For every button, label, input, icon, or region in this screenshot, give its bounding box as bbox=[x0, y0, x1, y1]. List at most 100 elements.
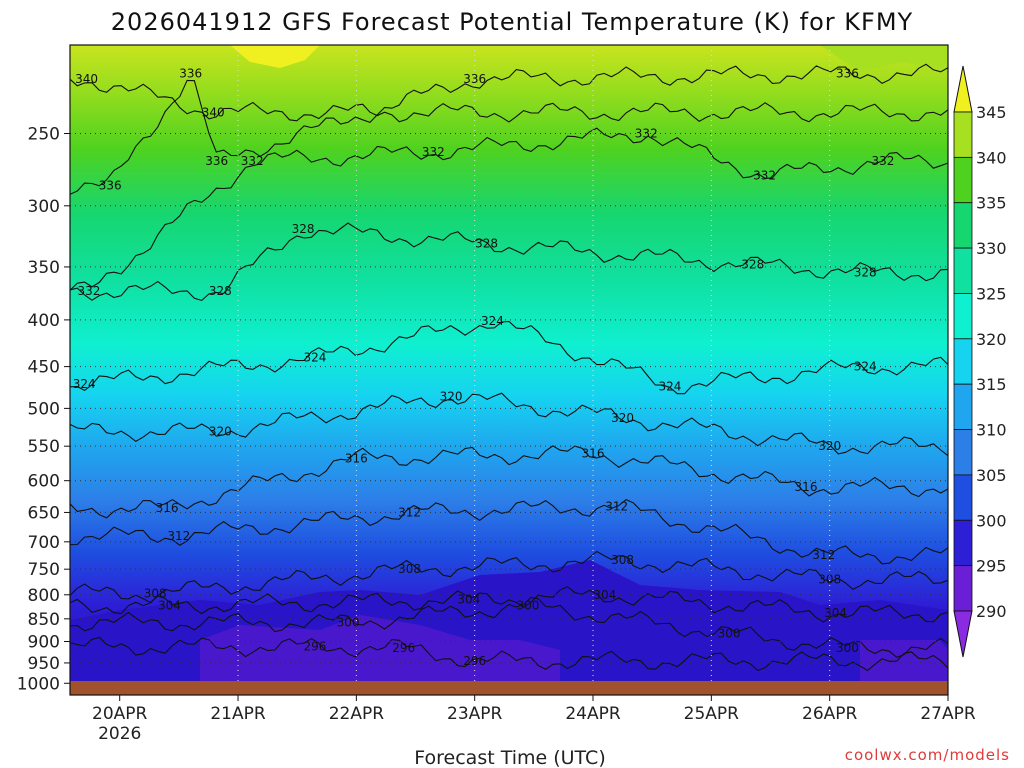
colorbar-tick-label: 325 bbox=[976, 284, 1007, 303]
chart-title: 2026041912 GFS Forecast Potential Temper… bbox=[111, 8, 913, 36]
x-tick-label: 23APR bbox=[447, 704, 503, 724]
contour-label: 324 bbox=[303, 351, 326, 365]
colorbar-band bbox=[953, 429, 973, 476]
colorbar-tick-label: 335 bbox=[976, 194, 1007, 213]
contour-label: 304 bbox=[824, 606, 847, 620]
contour-line-300 bbox=[70, 596, 948, 659]
contour-label: 312 bbox=[605, 499, 628, 513]
colorbar-band bbox=[953, 565, 973, 612]
contour-label: 316 bbox=[156, 501, 179, 515]
contour-label: 340 bbox=[202, 105, 225, 119]
contour-label: 336 bbox=[205, 154, 228, 168]
contour-label: 304 bbox=[457, 593, 480, 607]
contour-label: 324 bbox=[658, 379, 681, 393]
y-axis: 2503003504004505005506006507007508008509… bbox=[17, 124, 70, 694]
x-tick-label: 24APR bbox=[565, 704, 621, 724]
contour-label: 332 bbox=[77, 284, 100, 298]
y-tick-label: 950 bbox=[28, 654, 60, 674]
colorbar-tick-label: 340 bbox=[976, 148, 1007, 167]
contour-line-320 bbox=[70, 392, 948, 457]
contour-label: 336 bbox=[99, 178, 122, 192]
colorbar-tick-label: 330 bbox=[976, 239, 1007, 258]
contour-line-324 bbox=[70, 320, 948, 395]
contour-label: 304 bbox=[158, 599, 181, 613]
contour-line-304 bbox=[70, 586, 948, 623]
contour-label: 300 bbox=[516, 599, 539, 613]
contour-line-336 bbox=[70, 63, 948, 195]
contour-label: 308 bbox=[144, 586, 167, 600]
contour-label: 312 bbox=[398, 505, 421, 519]
contour-label: 316 bbox=[795, 480, 818, 494]
colorbar-tick-label: 295 bbox=[976, 557, 1007, 576]
y-tick-label: 500 bbox=[28, 399, 60, 419]
colorbar-tick-label: 345 bbox=[976, 103, 1007, 122]
colorbar-tick-label: 310 bbox=[976, 421, 1007, 440]
colorbar-band bbox=[953, 202, 973, 249]
contour-label: 324 bbox=[854, 360, 877, 374]
contour-label: 340 bbox=[75, 72, 98, 86]
y-tick-label: 450 bbox=[28, 358, 60, 378]
colorbar-band bbox=[953, 519, 973, 567]
contour-line-332 bbox=[70, 127, 948, 291]
x-tick-label: 21APR bbox=[210, 704, 266, 724]
contour-label: 328 bbox=[292, 222, 315, 236]
x-axis: 20APR 21APR 22APR 23APR 24APR 25APR 26APR 27APR… bbox=[92, 695, 976, 744]
contour-label: 296 bbox=[392, 641, 415, 655]
contour-label: 336 bbox=[463, 72, 486, 86]
contour-label: 320 bbox=[611, 411, 634, 425]
contour-label: 328 bbox=[475, 237, 498, 251]
y-tick-label: 300 bbox=[28, 197, 60, 217]
contour-label: 332 bbox=[871, 154, 894, 168]
contour-label: 308 bbox=[818, 573, 841, 587]
colorbar-band bbox=[953, 338, 973, 385]
contour-label: 332 bbox=[422, 145, 445, 159]
contour-label: 332 bbox=[753, 169, 776, 183]
contour-label: 300 bbox=[836, 641, 859, 655]
x-tick-label: 25APR bbox=[684, 704, 740, 724]
colorbar-bottom-arrow bbox=[953, 610, 973, 658]
plot-area bbox=[70, 45, 948, 695]
ground-strip bbox=[70, 681, 948, 695]
contour-label: 316 bbox=[345, 451, 368, 465]
y-tick-label: 600 bbox=[28, 472, 60, 492]
cold-pool-core bbox=[200, 615, 560, 685]
contour-label: 328 bbox=[854, 266, 877, 280]
y-tick-label: 1000 bbox=[17, 674, 60, 694]
x-tick-label: 27APR bbox=[920, 704, 976, 724]
y-tick-label: 850 bbox=[28, 610, 60, 630]
colorbar-tick-label: 290 bbox=[976, 602, 1007, 621]
contour-label: 332 bbox=[241, 154, 264, 168]
colorbar-tick-label: 305 bbox=[976, 466, 1007, 485]
x-tick-label: 26APR bbox=[802, 704, 858, 724]
colorbar-band bbox=[953, 474, 973, 521]
y-tick-label: 750 bbox=[28, 560, 60, 580]
credit-text[interactable]: coolwx.com/models bbox=[845, 746, 1010, 764]
x-tick-year-label: 2026 bbox=[98, 724, 141, 744]
warm-patch-2 bbox=[820, 45, 948, 72]
contour-label: 320 bbox=[209, 424, 232, 438]
grid-lines bbox=[70, 45, 948, 695]
y-tick-label: 550 bbox=[28, 437, 60, 457]
colorbar-band bbox=[953, 383, 973, 430]
warm-patch bbox=[230, 45, 320, 68]
contour-line-308 bbox=[70, 550, 948, 604]
contour-line-328 bbox=[70, 222, 948, 302]
contour-label: 312 bbox=[167, 529, 190, 543]
contour-line-316 bbox=[70, 445, 948, 519]
plot-frame bbox=[69, 44, 949, 696]
contour-label: 300 bbox=[337, 616, 360, 630]
colorbar-band bbox=[953, 111, 973, 158]
contour-line-312 bbox=[70, 498, 948, 565]
colorbar-band bbox=[953, 247, 973, 294]
contour-label: 328 bbox=[209, 284, 232, 298]
contour-label: 316 bbox=[582, 446, 605, 460]
contour-label: 308 bbox=[611, 553, 634, 567]
colorbar-tick-label: 315 bbox=[976, 375, 1007, 394]
contour-label: 324 bbox=[73, 377, 96, 391]
colorbar-top-arrow bbox=[953, 65, 973, 113]
y-tick-label: 650 bbox=[28, 503, 60, 523]
contour-label: 300 bbox=[718, 626, 741, 640]
colorbar-tick-label: 320 bbox=[976, 330, 1007, 349]
contour-label: 312 bbox=[812, 548, 835, 562]
